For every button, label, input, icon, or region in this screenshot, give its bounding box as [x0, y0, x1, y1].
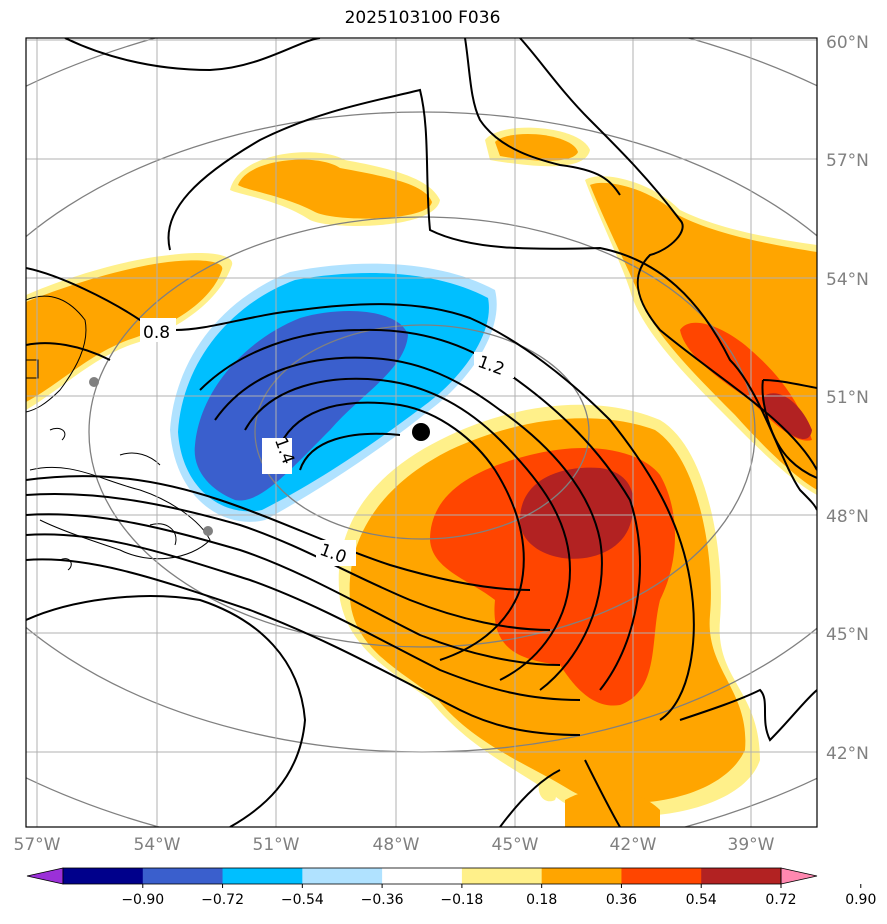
colorbar-segment [461, 868, 543, 884]
lat-label: 42°N [826, 744, 869, 764]
lon-label: 39°W [728, 835, 775, 855]
longitude-labels: 57°W 54°W 51°W 48°W 45°W 42°W 39°W [14, 835, 775, 855]
lat-label: 45°N [826, 625, 869, 645]
lon-label: 57°W [14, 835, 61, 855]
colorbar-border [62, 867, 782, 885]
colorbar-tick-label: 0.18 [526, 892, 557, 908]
lat-label: 48°N [826, 507, 869, 527]
graticule [26, 38, 817, 827]
colorbar-tick-label: −0.36 [361, 892, 404, 908]
colorbar: −0.90 −0.72 −0.54 −0.36 −0.18 0.18 0.36 0.54 0.7… [26, 867, 876, 908]
colorbar-tick-label: 0.54 [686, 892, 717, 908]
colorbar-extend-max [780, 867, 818, 885]
colorbar-tick-label: −0.90 [121, 892, 164, 908]
colorbar-segment [302, 868, 383, 884]
storm-center-dot [412, 423, 430, 441]
latitude-labels: 60°N 57°N 54°N 51°N 48°N 45°N 42°N [826, 33, 869, 764]
colorbar-segment [222, 868, 303, 884]
lat-label: 54°N [826, 270, 869, 290]
lat-label: 51°N [826, 388, 869, 408]
lon-label: 51°W [253, 835, 300, 855]
lon-label: 48°W [373, 835, 420, 855]
shaded-field [26, 127, 817, 827]
colorbar-segment [701, 868, 782, 884]
colorbar-segment [621, 868, 702, 884]
colorbar-extend-min [26, 867, 64, 885]
map-title: 2025103100 F036 [344, 8, 501, 28]
colorbar-tick-label: −0.18 [440, 892, 483, 908]
lat-label: 57°N [826, 151, 869, 171]
colorbar-segment [541, 868, 622, 884]
colorbar-segment [63, 868, 144, 884]
coastline [26, 295, 211, 571]
lon-label: 54°W [134, 835, 181, 855]
city-dot [203, 526, 213, 536]
colorbar-tick-label: 0.36 [606, 892, 637, 908]
contour-label-0.8: 0.8 [143, 323, 170, 343]
lat-label: 60°N [826, 33, 869, 53]
map-border [25, 37, 818, 828]
lon-label: 45°W [492, 835, 539, 855]
colorbar-tick-label: 0.90 [845, 892, 876, 908]
lon-label: 42°W [610, 835, 657, 855]
colorbar-segment [382, 868, 463, 884]
colorbar-tick-label: −0.72 [201, 892, 244, 908]
colorbar-tick-label: 0.72 [765, 892, 796, 908]
colorbar-segment [142, 868, 224, 884]
colorbar-tick-label: −0.54 [281, 892, 324, 908]
